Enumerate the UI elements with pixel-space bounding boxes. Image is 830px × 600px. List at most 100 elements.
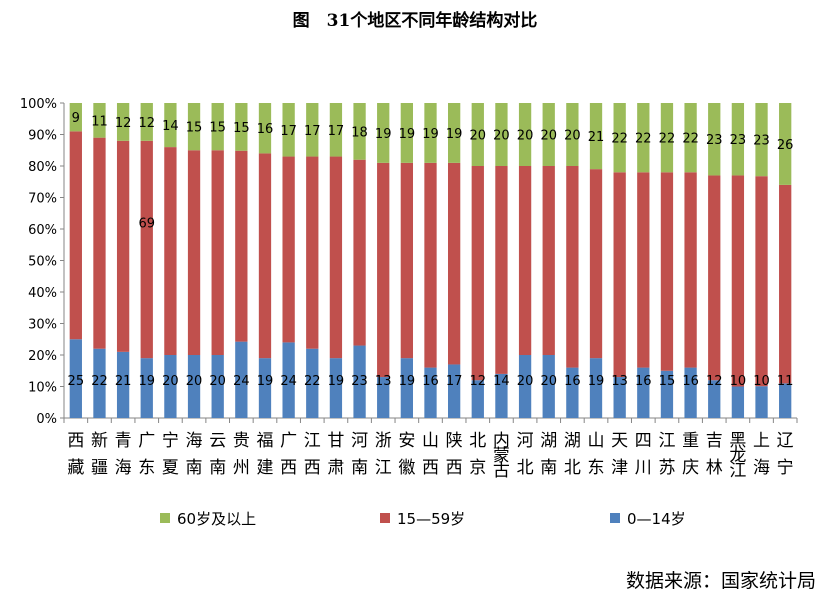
bar-segment-15-59 — [164, 147, 177, 355]
bar-segment-15-59 — [424, 162, 437, 368]
bar-segment-0-14 — [637, 367, 650, 418]
data-label-60-plus: 22 — [611, 132, 628, 147]
y-tick-label: 60% — [28, 223, 57, 238]
bar-segment-0-14 — [140, 358, 153, 418]
bar-segment-0-14 — [211, 355, 224, 418]
data-label-0-14: 20 — [186, 374, 203, 389]
bar-segment-15-59 — [613, 172, 626, 378]
bar-segment-15-59 — [353, 159, 366, 346]
data-label-0-14: 22 — [91, 374, 108, 389]
data-label-60-plus: 20 — [540, 129, 557, 144]
bar-segment-0-14 — [116, 351, 130, 418]
data-label-60-plus: 23 — [753, 134, 770, 149]
bar-segment-0-14 — [518, 355, 532, 418]
bar-segment-60-plus — [258, 103, 272, 154]
data-label-0-14: 10 — [753, 374, 770, 389]
bar-segment-0-14 — [495, 373, 508, 418]
data-label-60-plus: 15 — [233, 121, 250, 136]
data-label-60-plus: 19 — [375, 127, 392, 142]
x-category-label: 海南 — [186, 431, 203, 478]
bar-segment-15-59 — [755, 176, 768, 387]
bar-segment-60-plus — [69, 103, 82, 132]
x-category-label: 陕西 — [446, 431, 463, 478]
x-category-label: 江西 — [304, 431, 321, 478]
x-category-label: 山西 — [422, 431, 439, 478]
bar-segment-0-14 — [447, 364, 461, 418]
x-category-label: 青海 — [115, 431, 132, 478]
y-tick-label: 20% — [28, 349, 57, 364]
data-label-0-14: 25 — [68, 374, 85, 389]
bar-segment-60-plus — [424, 103, 437, 163]
data-label-60-plus: 17 — [280, 124, 297, 139]
bar-segment-60-plus — [755, 103, 768, 177]
y-tick-label: 80% — [28, 160, 57, 175]
bar-segment-15-59 — [116, 140, 130, 352]
bar-segment-0-14 — [306, 348, 319, 418]
bar-segment-15-59 — [258, 153, 272, 359]
bar-segment-0-14 — [187, 355, 201, 418]
data-label-60-plus: 17 — [304, 124, 321, 139]
bar-segment-15-59 — [447, 162, 461, 365]
bar-segment-0-14 — [755, 386, 768, 418]
bar-segment-0-14 — [660, 370, 674, 418]
bar-segment-60-plus — [660, 103, 674, 173]
x-category-label: 重庆 — [682, 431, 699, 478]
x-category-label: 黑龙江 — [729, 431, 746, 481]
x-category-label: 湖南 — [540, 431, 557, 478]
bar-segment-60-plus — [542, 103, 555, 166]
data-label-0-14: 21 — [115, 374, 132, 389]
data-label-60-plus: 19 — [422, 127, 439, 142]
data-label-60-plus: 9 — [72, 111, 80, 126]
data-label-60-plus: 22 — [635, 132, 652, 147]
bar-segment-0-14 — [93, 348, 106, 418]
data-label-15-59: 69 — [138, 217, 155, 232]
bar-segment-60-plus — [93, 103, 106, 138]
bar-segment-0-14 — [779, 383, 792, 418]
bar-segment-15-59 — [471, 166, 484, 381]
y-tick-label: 100% — [20, 97, 57, 112]
bar-segment-60-plus — [637, 103, 650, 173]
data-label-60-plus: 23 — [730, 133, 747, 148]
legend-swatch — [610, 513, 620, 523]
y-tick-label: 10% — [28, 381, 57, 396]
data-label-0-14: 24 — [280, 374, 297, 389]
x-category-label: 内蒙古 — [493, 431, 510, 481]
data-label-0-14: 15 — [659, 374, 676, 389]
data-label-0-14: 13 — [611, 374, 628, 389]
data-label-0-14: 20 — [517, 374, 534, 389]
data-label-0-14: 12 — [706, 374, 723, 389]
x-category-label: 河南 — [351, 431, 368, 478]
x-category-label: 安徽 — [398, 431, 415, 478]
bar-segment-15-59 — [589, 169, 603, 359]
data-label-0-14: 20 — [162, 374, 179, 389]
data-label-60-plus: 22 — [659, 132, 676, 147]
data-label-0-14: 16 — [564, 374, 581, 389]
bar-segment-60-plus — [329, 103, 343, 157]
bar-segment-15-59 — [495, 166, 508, 374]
x-category-label: 福建 — [256, 431, 273, 478]
data-label-60-plus: 23 — [706, 133, 723, 148]
chart-title: 图 31个地区不同年龄结构对比 — [292, 11, 538, 31]
data-label-0-14: 13 — [375, 374, 392, 389]
data-label-0-14: 12 — [470, 374, 487, 389]
bar-segment-15-59 — [140, 140, 153, 359]
bar-segment-15-59 — [542, 166, 555, 355]
data-label-60-plus: 17 — [328, 124, 345, 139]
data-label-0-14: 19 — [588, 374, 605, 389]
bar-segment-60-plus — [187, 103, 201, 151]
x-category-label: 宁夏 — [162, 431, 179, 478]
x-category-label: 广东 — [138, 431, 155, 478]
data-label-0-14: 19 — [399, 374, 416, 389]
bar-segment-0-14 — [164, 355, 177, 418]
bar-segment-15-59 — [637, 172, 650, 368]
bar-segment-60-plus — [566, 103, 579, 166]
bar-segment-15-59 — [518, 166, 532, 355]
legend-label: 0—14岁 — [627, 510, 686, 528]
bar-segment-15-59 — [235, 150, 248, 342]
bar-segment-15-59 — [566, 166, 579, 368]
x-category-label: 天津 — [611, 431, 628, 478]
bar-segment-60-plus — [495, 103, 508, 166]
x-category-label: 山东 — [588, 431, 605, 478]
data-label-60-plus: 12 — [115, 116, 132, 131]
bar-segment-0-14 — [400, 358, 414, 418]
